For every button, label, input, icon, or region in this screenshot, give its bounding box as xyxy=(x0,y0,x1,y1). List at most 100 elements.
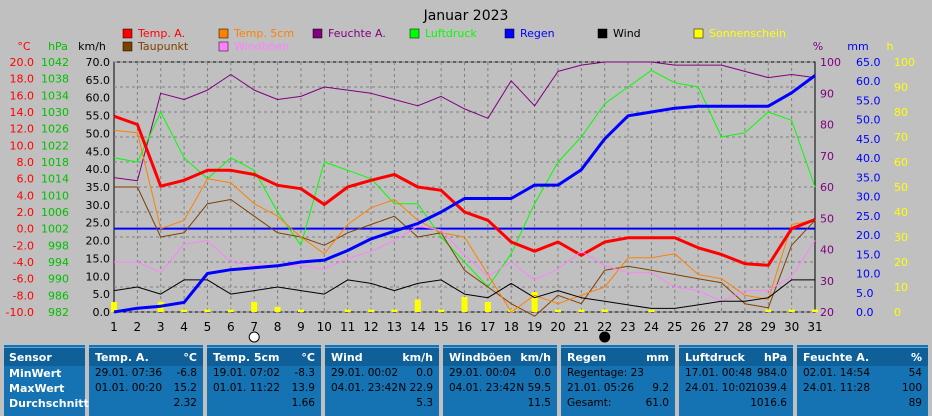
rain-tick-label: 30.0 xyxy=(856,191,881,204)
sunshine-bar xyxy=(531,292,538,312)
x-tick-label: 16 xyxy=(457,320,472,334)
wind-tick-label: 30.0 xyxy=(86,199,111,212)
temp-tick-label: -10.0 xyxy=(6,306,34,319)
x-tick-label: 5 xyxy=(204,320,212,334)
legend-swatch xyxy=(122,28,133,39)
sunshine-bar xyxy=(438,309,445,312)
sunshine-bar xyxy=(297,309,304,312)
stat-average: 61.0 xyxy=(645,397,669,409)
temp-tick-label: 4.0 xyxy=(17,189,35,202)
stat-max-time: 04.01. 23:42 xyxy=(331,382,398,394)
legend-swatch xyxy=(409,28,420,39)
stat-unit: mm xyxy=(646,351,669,364)
legend-swatch xyxy=(122,41,133,52)
legend-label: Sonnenschein xyxy=(709,27,786,40)
stat-unit: km/h xyxy=(520,351,551,364)
x-tick-label: 11 xyxy=(340,320,355,334)
temp-tick-label: 14.0 xyxy=(10,106,35,119)
legend-label: Regen xyxy=(520,27,555,40)
stat-max-value: 13.9 xyxy=(291,382,315,394)
sunshine-bar xyxy=(414,299,421,312)
stat-max-time: 24.01. 10:02 xyxy=(685,382,752,394)
press-tick-label: 986 xyxy=(48,289,69,302)
x-tick-label: 10 xyxy=(317,320,332,334)
x-tick-label: 4 xyxy=(180,320,188,334)
sun-axis-unit: h xyxy=(887,40,894,53)
wind-tick-label: 40.0 xyxy=(86,163,111,176)
x-tick-label: 22 xyxy=(597,320,612,334)
sunshine-bar xyxy=(204,309,211,312)
stat-min-value: 54 xyxy=(908,367,922,379)
stat-max-time: 21.01. 05:26 xyxy=(567,382,634,394)
x-tick-label: 14 xyxy=(410,320,425,334)
stat-average: 2.32 xyxy=(173,397,197,409)
label-minwert: MinWert xyxy=(9,367,62,380)
sunshine-bar xyxy=(648,309,655,312)
hum-tick-label: 90 xyxy=(820,87,834,100)
x-tick-label: 17 xyxy=(480,320,495,334)
label-maxwert: MaxWert xyxy=(9,382,65,395)
x-tick-label: 1 xyxy=(110,320,118,334)
sun-tick-label: 50 xyxy=(894,181,908,194)
rain-tick-label: 40.0 xyxy=(856,152,881,165)
x-tick-label: 19 xyxy=(527,320,542,334)
stat-panel: Luftdruck hPa 17.01. 00:48 984.0 24.01. 10:0… xyxy=(679,345,793,416)
stat-average: 1016.6 xyxy=(750,397,787,409)
x-tick-label: 30 xyxy=(784,320,799,334)
chart-title: Januar 2023 xyxy=(423,8,509,24)
series-line-temp-a- xyxy=(113,114,816,267)
label-sensor: Sensor xyxy=(9,351,52,364)
legend-swatch xyxy=(597,28,608,39)
sun-tick-label: 80 xyxy=(894,106,908,119)
sunshine-bar xyxy=(461,297,468,312)
stat-title: Regen xyxy=(567,351,607,364)
stat-panel: Regen mm Regentage: 23 21.01. 05:26 9.2 Gesam… xyxy=(561,345,675,416)
stat-average: 11.5 xyxy=(527,397,551,409)
sun-tick-label: 30 xyxy=(894,231,908,244)
x-tick-label: 18 xyxy=(504,320,519,334)
sunshine-bar xyxy=(274,307,281,312)
label-column: Sensor MinWert MaxWert Durchschnitt xyxy=(4,345,89,416)
stat-panel: Wind km/h 29.01. 00:02 0.0 04.01. 23:42 N 22.… xyxy=(325,345,439,416)
wind-tick-label: 65.0 xyxy=(86,74,111,87)
stat-min-value: 0.0 xyxy=(416,367,433,379)
series-line-luftdruck xyxy=(113,69,816,288)
sunshine-bar xyxy=(765,309,772,312)
stat-max-value: N 59.5 xyxy=(516,382,551,394)
hum-tick-label: 50 xyxy=(820,212,834,225)
stat-average: 89 xyxy=(908,397,922,409)
press-tick-label: 1002 xyxy=(41,223,69,236)
x-tick-label: 15 xyxy=(433,320,448,334)
stat-unit: hPa xyxy=(763,351,787,364)
x-tick-label: 13 xyxy=(387,320,402,334)
x-tick-label: 28 xyxy=(737,320,752,334)
temp-tick-label: 0.0 xyxy=(17,223,35,236)
series-line-windb-en xyxy=(114,225,816,302)
wind-axis-unit: km/h xyxy=(78,40,106,53)
stat-min-time: 29.01. 00:02 xyxy=(331,367,398,379)
legend-label: Temp. 5cm xyxy=(233,27,294,40)
press-tick-label: 1018 xyxy=(41,156,69,169)
press-tick-label: 1006 xyxy=(41,206,69,219)
stat-max-time: 01.01. 11:22 xyxy=(213,382,280,394)
legend-swatch xyxy=(693,28,704,39)
sun-tick-label: 40 xyxy=(894,206,908,219)
sunshine-bar xyxy=(368,309,375,312)
legend-swatch xyxy=(218,28,229,39)
rain-tick-label: 5.0 xyxy=(856,287,874,300)
stat-min-value: 0.0 xyxy=(534,367,551,379)
x-tick-label: 24 xyxy=(644,320,659,334)
series-line-regen xyxy=(113,74,816,314)
sunshine-bar xyxy=(391,309,398,312)
stat-max-value: 9.2 xyxy=(652,382,669,394)
stat-panel: Feuchte A.% 02.01. 14:54 54 24.01. 11:28 100… xyxy=(797,345,928,416)
stat-panel: Windböen km/h 29.01. 00:04 0.0 04.01. 23:42 N… xyxy=(443,345,557,416)
legend-swatch xyxy=(312,28,323,39)
stat-max-value: N 22.9 xyxy=(398,382,433,394)
wind-tick-label: 60.0 xyxy=(86,92,111,105)
moon-new-icon xyxy=(599,331,611,343)
sun-tick-label: 20 xyxy=(894,256,908,269)
sunshine-bar xyxy=(578,309,585,312)
temp-tick-label: 18.0 xyxy=(10,73,35,86)
